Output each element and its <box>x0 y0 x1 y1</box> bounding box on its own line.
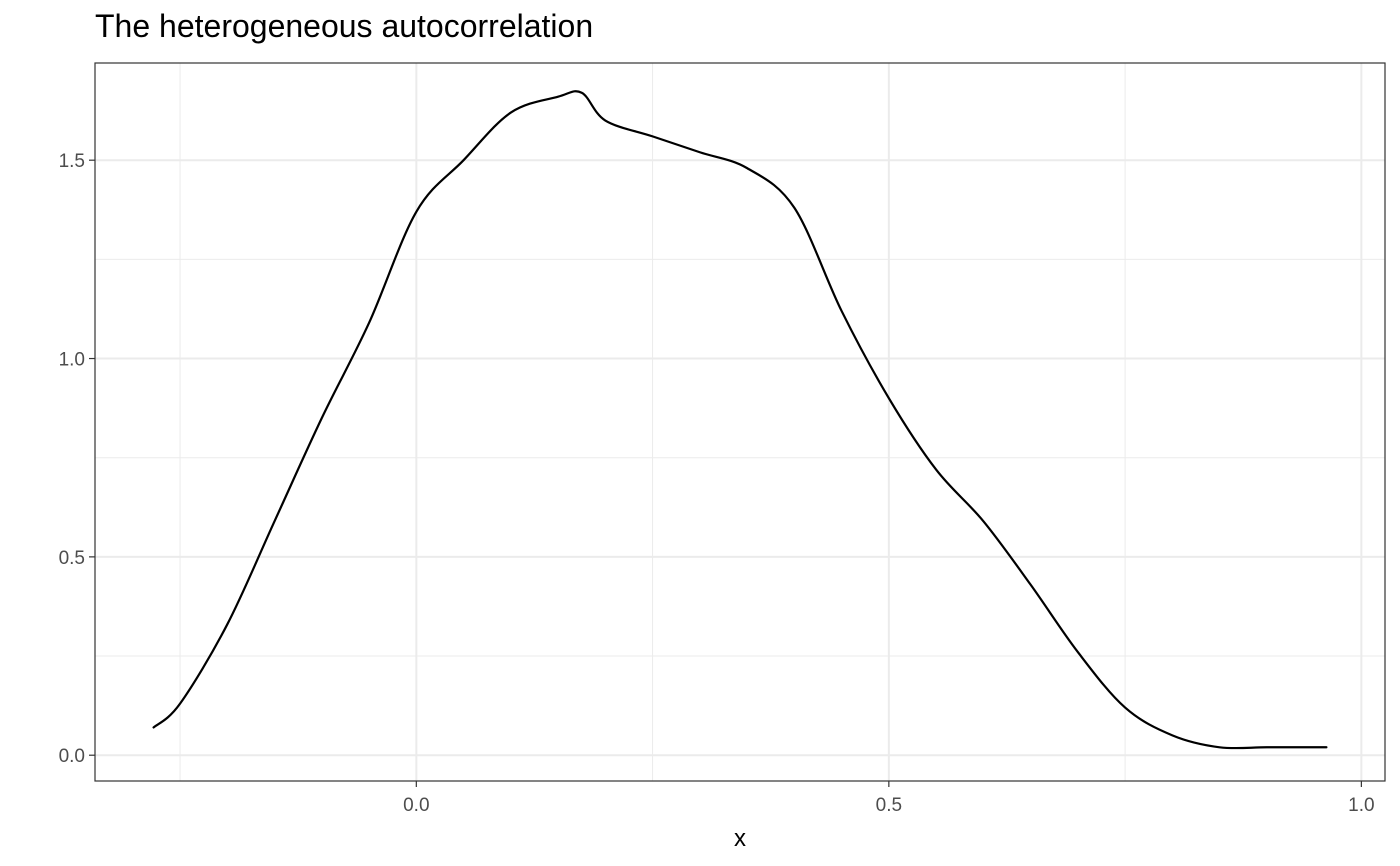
chart-title: The heterogeneous autocorrelation <box>95 8 594 44</box>
x-axis-title: x <box>734 825 746 852</box>
y-tick-label: 0.0 <box>59 746 85 767</box>
major-gridlines <box>95 63 1385 781</box>
minor-gridlines <box>95 63 1385 781</box>
density-line <box>152 90 1328 750</box>
y-axis: 0.0 0.5 1.0 1.5 <box>59 151 95 767</box>
x-axis: 0.0 0.5 1.0 <box>403 781 1375 816</box>
x-tick-label: 0.5 <box>876 795 902 816</box>
y-tick-label: 1.5 <box>59 151 85 172</box>
x-tick-label: 1.0 <box>1348 795 1374 816</box>
y-tick-label: 1.0 <box>59 350 85 371</box>
panel-border <box>94 62 1386 782</box>
x-tick-label: 0.0 <box>403 795 429 816</box>
y-tick-label: 0.5 <box>59 548 85 569</box>
